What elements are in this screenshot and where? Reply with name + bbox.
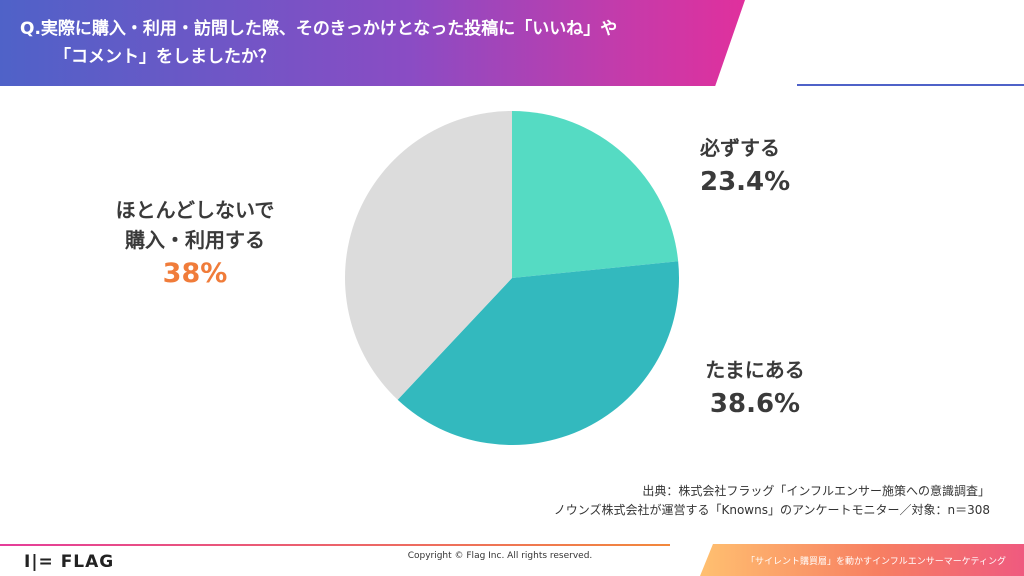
label-rarely-name-1: ほとんどしないで — [115, 198, 275, 222]
label-always: 必ずする 23.4% — [700, 133, 791, 201]
label-rarely-percent: 38% — [162, 258, 228, 289]
label-rarely: ほとんどしないで 購入・利用する 38% — [100, 195, 290, 293]
footer-gradient-line — [0, 544, 670, 546]
question-line-1: Q.実際に購入・利用・訪問した際、そのきっかけとなった投稿に「いいね」や — [20, 19, 618, 39]
copyright-text: Copyright © Flag Inc. All rights reserve… — [407, 551, 593, 561]
footer-tagline: 「サイレント購買層」を動かすインフルエンサーマーケティング — [745, 557, 1006, 567]
source-line-1: 出典：株式会社フラッグ「インフルエンサー施策への意識調査」 — [642, 484, 990, 498]
question-line-2: 「コメント」をしましたか？ — [54, 47, 275, 67]
flag-logo: I|= FLAG — [24, 552, 115, 572]
source-line-2: ノウンズ株式会社が運営する「Knowns」のアンケートモニター／対象：n＝308 — [553, 503, 990, 517]
footer-tagline-band: 「サイレント購買層」を動かすインフルエンサーマーケティング — [700, 544, 1024, 576]
question-header: Q.実際に購入・利用・訪問した際、そのきっかけとなった投稿に「いいね」や 「コメ… — [0, 0, 745, 86]
question-text: Q.実際に購入・利用・訪問した際、そのきっかけとなった投稿に「いいね」や 「コメ… — [20, 15, 720, 71]
pie-slice-sometimes — [397, 261, 679, 445]
label-always-name: 必ずする — [700, 136, 780, 160]
header-accent-line — [797, 84, 1024, 86]
source-note: 出典：株式会社フラッグ「インフルエンサー施策への意識調査」 ノウンズ株式会社が運… — [430, 482, 990, 520]
pie-slice-rarely — [345, 111, 512, 400]
label-always-percent: 23.4% — [700, 167, 791, 197]
label-rarely-name-2: 購入・利用する — [125, 228, 265, 252]
pie-slice-always — [512, 111, 679, 278]
label-sometimes: たまにある 38.6% — [700, 355, 810, 423]
label-sometimes-name: たまにある — [705, 358, 805, 382]
label-sometimes-percent: 38.6% — [709, 389, 801, 419]
